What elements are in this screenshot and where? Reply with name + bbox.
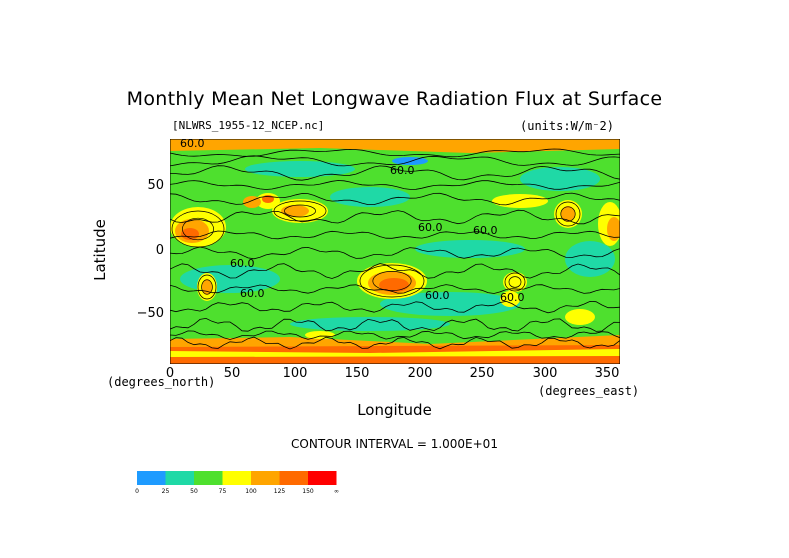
ocean-region-equatorial	[415, 240, 525, 258]
contour-ring	[508, 276, 522, 288]
hotspot-middle-east-core	[281, 205, 309, 217]
legend-label: 0	[135, 488, 139, 495]
contour-line	[170, 300, 620, 314]
legend-label: 75	[218, 488, 227, 495]
ocean-region-north-pacific	[330, 187, 410, 207]
contour-label: 60.0	[240, 287, 265, 300]
contour-label: 60.0	[230, 257, 255, 270]
contour-ring	[504, 272, 526, 292]
xtick-300: 300	[532, 366, 558, 381]
contour-interval: CONTOUR INTERVAL = 1.000E+01	[291, 437, 498, 451]
hotspot-south-america	[503, 272, 527, 292]
legend-swatch	[137, 471, 166, 485]
y-unit-label: (degrees_north)	[107, 375, 216, 389]
hotspot-se	[565, 309, 595, 325]
contour-ring	[197, 274, 217, 300]
contour-label: 60.0	[473, 224, 498, 237]
units-label: (units:W/m⁻2)	[520, 119, 614, 133]
contour-line	[170, 148, 620, 158]
file-label: [NLWRS_1955-12_NCEP.nc]	[172, 119, 325, 132]
contour-line	[170, 284, 620, 294]
ytick-0: 0	[155, 243, 164, 258]
contour-line	[170, 246, 620, 260]
contour-label: 60.0	[180, 139, 205, 150]
xtick-250: 250	[469, 366, 495, 381]
x-axis-label: Longitude	[357, 401, 432, 419]
contour-line	[170, 336, 620, 350]
contour-ring	[273, 200, 327, 222]
hotspot-south-america-2	[500, 291, 520, 307]
legend-label: 50	[190, 488, 198, 495]
contour-label: 60.0	[390, 164, 415, 177]
legend-swatch	[251, 471, 280, 485]
ocean-region-south	[380, 292, 520, 316]
hotspot-east-edge-core	[607, 217, 620, 241]
contour-line	[170, 317, 620, 332]
x-unit-label: (degrees_east)	[538, 384, 640, 398]
hotspot-south-coast	[305, 331, 335, 339]
arctic-band	[170, 139, 620, 153]
ytick-50: 50	[147, 178, 164, 193]
legend-swatch	[279, 471, 308, 485]
contour-line	[170, 263, 620, 279]
contour-ring	[201, 279, 213, 295]
legend-label: 100	[245, 488, 257, 495]
contour-ring	[284, 204, 316, 218]
hotspot-na	[492, 194, 548, 208]
contour-ring	[560, 206, 576, 222]
chart-title: Monthly Mean Net Longwave Radiation Flux…	[126, 88, 663, 110]
contour-line	[170, 209, 620, 225]
antarctic-stripe	[170, 349, 620, 357]
contour-line	[170, 180, 620, 190]
legend-swatch	[308, 471, 337, 485]
ocean-region-arctic	[245, 161, 355, 177]
legend-swatch	[165, 471, 194, 485]
color-legend	[137, 471, 337, 485]
legend-label: 25	[161, 488, 170, 495]
xtick-350: 350	[594, 366, 620, 381]
legend-swatch	[194, 471, 223, 485]
hotspot-australia-peak	[379, 278, 409, 292]
legend-label: ∞	[334, 488, 339, 495]
y-axis-label: Latitude	[91, 219, 109, 281]
contour-line	[170, 155, 620, 167]
ocean-region-southern	[290, 317, 450, 331]
contour-ring	[182, 217, 214, 241]
contour-ring	[372, 271, 412, 291]
xtick-200: 200	[407, 366, 433, 381]
contour-map: 60.0 60.0 60.0 60.0 60.0 60.0 60.0 60.0	[170, 139, 620, 364]
ocean-region-north-atlantic	[520, 167, 600, 191]
legend-label: 150	[302, 488, 314, 495]
xtick-100: 100	[282, 366, 308, 381]
contour-label: 60.0	[425, 289, 450, 302]
contour-label: 60.0	[418, 221, 443, 234]
contour-line	[170, 230, 620, 240]
legend-swatch	[222, 471, 251, 485]
contour-ring	[359, 264, 425, 298]
ocean-region-east	[565, 241, 615, 277]
ytick-minus50: −50	[136, 306, 164, 321]
contour-ring	[555, 201, 581, 227]
xtick-0: 0	[165, 366, 175, 381]
legend-label: 125	[273, 488, 286, 495]
contour-line	[170, 165, 620, 181]
contour-ring	[171, 210, 225, 248]
hotspot-na-west-core	[561, 206, 575, 222]
contour-line	[170, 330, 620, 340]
contour-line	[170, 192, 620, 206]
xtick-50: 50	[223, 366, 241, 381]
xtick-150: 150	[344, 366, 370, 381]
contour-label: 60.0	[500, 291, 525, 304]
